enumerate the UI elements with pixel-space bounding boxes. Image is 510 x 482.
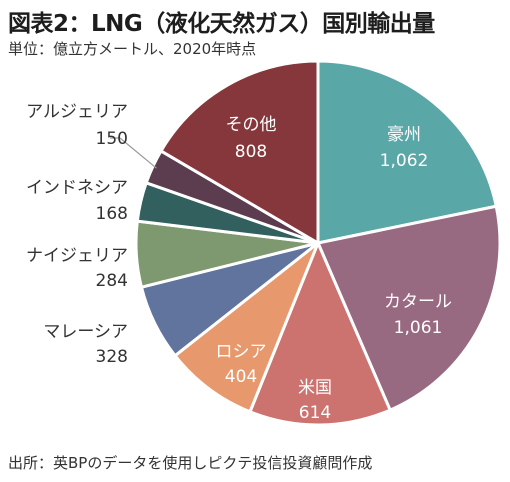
pie-slice xyxy=(248,241,392,427)
pie-slice xyxy=(159,59,320,245)
chart-subtitle: 単位：億立方メートル、2020年時点 xyxy=(8,40,257,58)
source-note: 出所：英BPのデータを使用しピクテ投信投資顧問作成 xyxy=(8,454,373,472)
leader-line xyxy=(110,137,157,169)
slice-value-label: 404 xyxy=(225,367,257,387)
slice-value-label: 328 xyxy=(96,347,128,367)
slice-value-label: 284 xyxy=(96,271,128,291)
slice-value-label: 1,062 xyxy=(380,151,429,171)
slice-value-label: 150 xyxy=(96,129,128,149)
slice-label: 米国 xyxy=(298,378,332,398)
chart-title: 図表2：LNG（液化天然ガス）国別輸出量 xyxy=(8,11,435,37)
pie-slice xyxy=(316,204,502,412)
slice-label: 豪州 xyxy=(387,124,421,145)
slice-label: ロシア xyxy=(216,342,267,362)
slice-value-label: 808 xyxy=(235,142,267,162)
slice-value-label: 614 xyxy=(299,403,331,423)
slice-value-label: 168 xyxy=(96,204,128,224)
pie-slice xyxy=(316,59,498,245)
slice-label: インドネシア xyxy=(26,178,128,198)
slice-label: アルジェリア xyxy=(26,102,128,122)
pie-slice xyxy=(173,241,320,414)
slice-label: その他 xyxy=(226,115,277,135)
slice-label: カタール xyxy=(384,292,452,312)
slice-value-label: 1,061 xyxy=(394,318,443,338)
slice-label: ナイジェリア xyxy=(26,246,128,266)
slice-label: マレーシア xyxy=(43,322,128,342)
